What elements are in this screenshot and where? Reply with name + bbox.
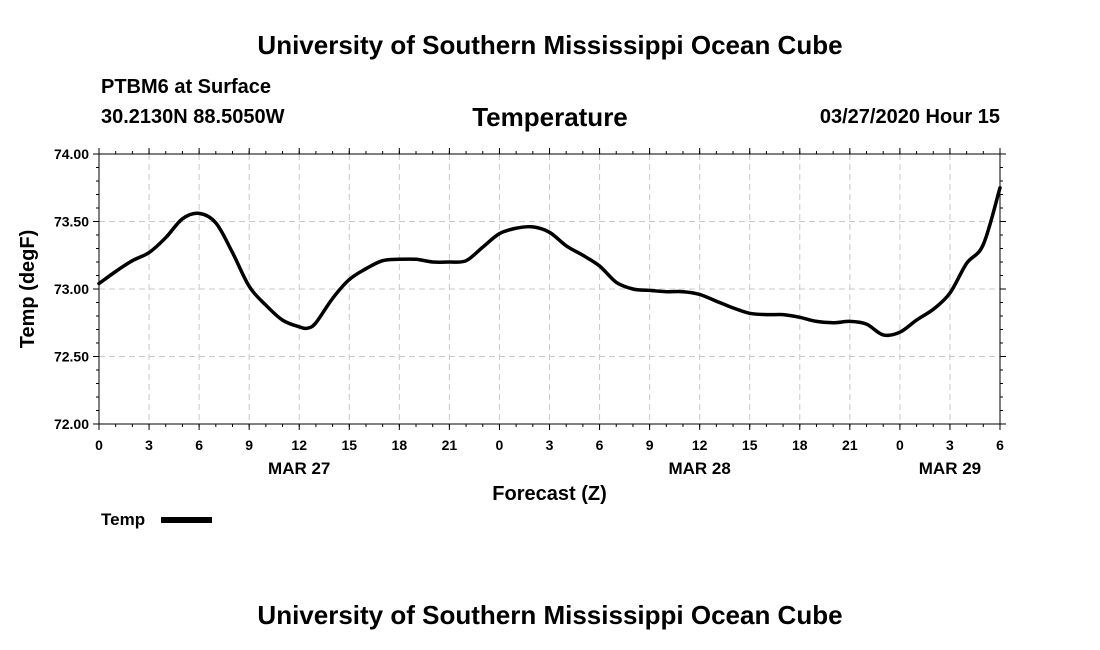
y-tick-labels: 72.00 72.50 73.00 73.50 74.00 <box>54 146 89 432</box>
x-tick-label: 12 <box>692 437 708 453</box>
x-tick-label: 21 <box>842 437 858 453</box>
y-tick-label: 73.50 <box>54 214 89 230</box>
chart-title: Temperature <box>472 102 628 132</box>
date-label: MAR 27 <box>268 459 330 478</box>
x-tick-labels: 0 3 6 9 12 15 18 21 0 3 6 9 12 15 18 21 0 3 6 <box>95 437 1004 453</box>
x-axis-title: Forecast (Z) <box>492 483 606 505</box>
x-tick-label: 9 <box>245 437 253 453</box>
x-tick-label: 21 <box>442 437 458 453</box>
x-tick-label: 6 <box>996 437 1004 453</box>
plot-frame <box>98 153 1001 425</box>
grid-lines <box>99 154 1000 424</box>
x-tick-label: 0 <box>95 437 103 453</box>
x-tick-label: 15 <box>341 437 357 453</box>
x-tick-label: 6 <box>195 437 203 453</box>
x-tick-label: 12 <box>291 437 307 453</box>
x-tick-label: 6 <box>596 437 604 453</box>
x-tick-label: 3 <box>145 437 153 453</box>
y-tick-label: 74.00 <box>54 146 89 162</box>
date-label: MAR 29 <box>919 459 981 478</box>
y-tick-label: 72.50 <box>54 349 89 365</box>
y-axis-title: Temp (degF) <box>17 230 39 349</box>
x-tick-label: 3 <box>946 437 954 453</box>
date-label: MAR 28 <box>668 459 730 478</box>
x-tick-label: 18 <box>392 437 408 453</box>
x-tick-label: 9 <box>646 437 654 453</box>
x-tick-label: 0 <box>496 437 504 453</box>
x-tick-label: 15 <box>742 437 758 453</box>
y-tick-label: 72.00 <box>54 416 89 432</box>
y-tick-label: 73.00 <box>54 281 89 297</box>
station-name: PTBM6 at Surface <box>101 76 272 98</box>
forecast-init-time: 03/27/2020 Hour 15 <box>819 106 1000 128</box>
legend-label: Temp <box>101 510 146 529</box>
date-labels: MAR 27 MAR 28 MAR 29 <box>268 459 981 478</box>
legend-swatch <box>161 517 212 523</box>
header-title: University of Southern Mississippi Ocean… <box>257 30 843 60</box>
footer-title: University of Southern Mississippi Ocean… <box>257 600 843 630</box>
station-coordinates: 30.2130N 88.5050W <box>101 106 285 128</box>
temp-series-line <box>97 186 1002 338</box>
x-tick-label: 3 <box>546 437 554 453</box>
x-tick-label: 18 <box>792 437 808 453</box>
x-tick-label: 0 <box>896 437 904 453</box>
